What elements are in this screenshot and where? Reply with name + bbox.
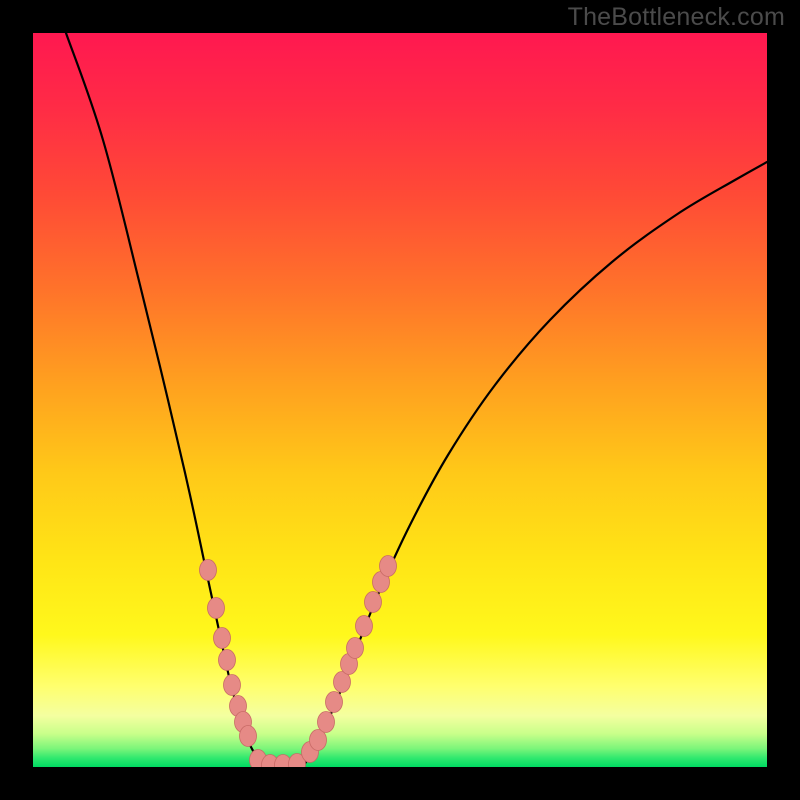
watermark-text: TheBottleneck.com [568,3,785,32]
chart-svg [0,0,800,800]
data-marker [200,560,217,581]
data-marker [356,616,373,637]
data-marker [310,730,327,751]
data-marker [347,638,364,659]
data-marker [318,712,335,733]
data-marker [214,628,231,649]
data-marker [326,692,343,713]
data-marker [224,675,241,696]
gradient-plot-area [33,33,767,767]
data-marker [365,592,382,613]
data-marker [219,650,236,671]
data-marker [240,726,257,747]
data-marker [208,598,225,619]
data-marker [380,556,397,577]
